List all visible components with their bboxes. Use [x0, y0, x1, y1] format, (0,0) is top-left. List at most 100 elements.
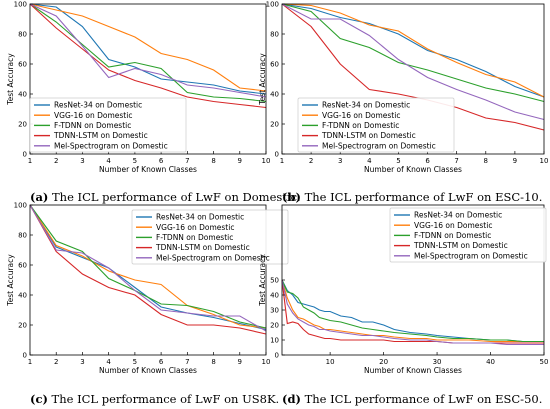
x-tick-label: 7 [454, 157, 458, 165]
series-line-3 [29, 204, 267, 335]
series-line-0 [281, 279, 544, 343]
legend-entry: F-TDNN on Domestic [322, 121, 399, 130]
y-tick-label: 60 [270, 61, 279, 69]
legend-entry: ResNet-34 on Domestic [54, 101, 142, 110]
y-tick-label: 40 [18, 292, 27, 300]
legend-entry: Mel-Spectrogram on Domestic [322, 141, 436, 150]
x-tick-label: 10 [326, 358, 335, 366]
series-line-0 [29, 3, 267, 95]
x-tick-label: 9 [238, 358, 242, 366]
series-line-4 [281, 279, 544, 346]
x-tick-label: 2 [54, 358, 58, 366]
series-line-0 [281, 3, 545, 98]
y-tick-label: 100 [14, 1, 27, 9]
legend-entry: Mel-Spectrogram on Domestic [414, 251, 528, 260]
y-tick-label: 100 [14, 202, 27, 210]
y-tick-label: 80 [18, 232, 27, 240]
plot-frame [29, 204, 267, 356]
caption-a: (a) The ICL performance of LwF on Domest… [30, 190, 301, 204]
y-tick-label: 50 [270, 277, 279, 285]
caption-b: (b) The ICL performance of LwF on ESC-10… [282, 190, 543, 204]
legend-entry: Mel-Spectrogram on Domestic [54, 141, 168, 150]
y-tick-label: 20 [270, 322, 279, 330]
x-tick-label: 3 [338, 157, 342, 165]
x-tick-label: 9 [513, 157, 517, 165]
y-tick-label: 80 [18, 31, 27, 39]
x-tick-label: 1 [28, 157, 32, 165]
series-line-3 [281, 279, 544, 344]
y-tick-label: 30 [270, 307, 279, 315]
x-tick-label: 40 [486, 358, 495, 366]
series-line-2 [29, 3, 267, 103]
y-tick-label: 0 [23, 352, 27, 360]
x-axis-label: Number of Known Classes [99, 165, 197, 174]
x-tick-label: 10 [262, 358, 271, 366]
x-axis-label: Number of Known Classes [99, 366, 197, 375]
y-tick-label: 60 [18, 262, 27, 270]
legend-entry: VGG-16 on Domestic [414, 221, 492, 230]
x-tick-label: 10 [262, 157, 271, 165]
y-axis-label: Test Accuracy [258, 254, 267, 307]
x-tick-label: 20 [379, 358, 388, 366]
legend-entry: TDNN-LSTM on Domestic [413, 241, 508, 250]
plot-frame [29, 3, 267, 155]
x-tick-label: 6 [159, 358, 164, 366]
series-line-1 [281, 3, 545, 98]
x-axis-label: Number of Known Classes [364, 165, 462, 174]
y-tick-label: 20 [18, 121, 27, 129]
y-axis-label: Test Accuracy [6, 53, 15, 106]
y-tick-label: 100 [266, 1, 279, 9]
legend-box [389, 207, 547, 263]
legend-box [29, 97, 187, 153]
x-tick-label: 6 [159, 157, 164, 165]
x-tick-label: 3 [80, 157, 84, 165]
series-line-1 [29, 3, 267, 92]
x-tick-label: 2 [54, 157, 58, 165]
y-tick-label: 0 [23, 151, 27, 159]
legend-entry: TDNN-LSTM on Domestic [155, 243, 250, 252]
legend-entry: ResNet-34 on Domestic [156, 213, 244, 222]
x-tick-label: 3 [80, 358, 84, 366]
legend-entry: F-TDNN on Domestic [414, 231, 491, 240]
series-line-2 [281, 3, 545, 103]
x-tick-label: 5 [133, 358, 137, 366]
x-tick-label: 4 [106, 157, 111, 165]
x-tick-label: 1 [28, 358, 32, 366]
legend-entry: ResNet-34 on Domestic [414, 211, 502, 220]
y-tick-label: 0 [275, 352, 279, 360]
x-tick-label: 5 [133, 157, 137, 165]
x-tick-label: 4 [106, 358, 111, 366]
y-axis-label: Test Accuracy [258, 53, 267, 106]
x-tick-label: 9 [238, 157, 242, 165]
y-tick-label: 20 [18, 322, 27, 330]
x-axis-label: Number of Known Classes [364, 366, 462, 375]
legend-entry: ResNet-34 on Domestic [322, 101, 410, 110]
legend-box [131, 209, 289, 265]
series-line-2 [29, 204, 267, 329]
x-tick-label: 4 [367, 157, 372, 165]
plot-frame [281, 3, 545, 155]
caption-d: (d) The ICL performance of LwF on ESC-50… [282, 392, 543, 406]
series-line-3 [29, 3, 267, 109]
series-line-2 [281, 279, 544, 343]
series-line-3 [281, 3, 545, 131]
chart-panel-3: 10 20 30 40 50 0 10 20 30 40 50 Number of Known Cla… [258, 204, 548, 375]
y-tick-label: 80 [270, 31, 279, 39]
x-tick-label: 7 [185, 358, 189, 366]
caption-c: (c) The ICL performance of LwF on US8K. [30, 392, 280, 406]
x-tick-label: 1 [280, 157, 284, 165]
y-axis-label: Test Accuracy [6, 254, 15, 307]
series-line-4 [281, 3, 545, 121]
x-tick-label: 8 [211, 358, 215, 366]
x-tick-label: 8 [484, 157, 488, 165]
x-tick-label: 30 [433, 358, 442, 366]
y-tick-label: 0 [275, 151, 279, 159]
x-tick-label: 2 [309, 157, 313, 165]
legend-entry: VGG-16 on Domestic [54, 111, 132, 120]
